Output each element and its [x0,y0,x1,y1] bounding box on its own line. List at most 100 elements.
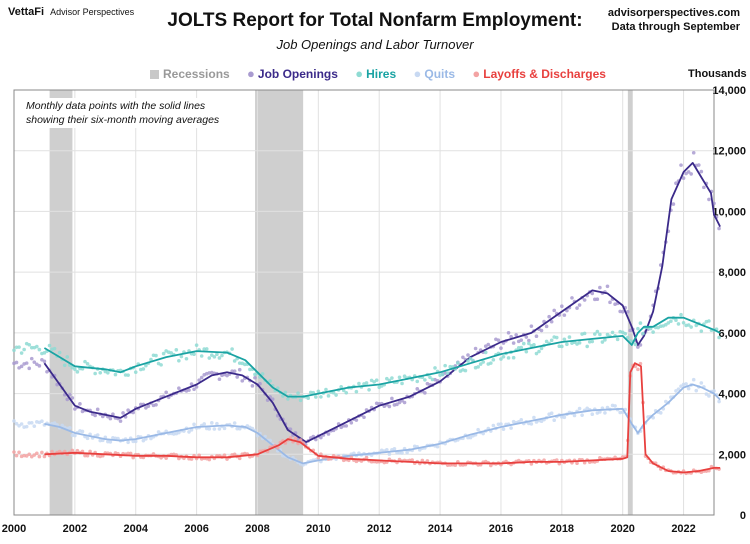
data-point [298,398,303,403]
data-point [592,332,597,336]
data-point [22,347,26,352]
data-point [35,344,39,349]
x-tick-label: 2004 [123,523,148,535]
data-point [352,451,356,456]
data-point [204,347,209,351]
data-point [681,176,686,180]
data-point [633,342,638,347]
data-point [468,356,473,361]
data-point [24,454,29,458]
data-point [385,448,389,452]
x-tick-label: 2014 [428,523,453,535]
data-point [29,356,34,361]
data-point [75,370,80,374]
data-point [32,360,37,364]
moving-average-line [44,383,721,465]
data-point [476,365,480,369]
data-point [387,378,392,383]
data-point [73,367,77,372]
data-point [108,416,113,421]
data-point [598,332,602,337]
data-point [78,402,82,406]
data-point [499,357,503,361]
data-point [549,411,554,415]
data-point [126,408,130,412]
data-point [344,424,349,428]
data-point [210,353,214,357]
data-point [139,402,143,407]
data-point [164,390,168,395]
x-tick-label: 2016 [489,523,513,535]
chart-note: Monthly data points with the solid lines… [24,98,222,128]
data-point [410,458,414,462]
dot-icon: ● [413,66,422,81]
y-tick-label: 2,000 [718,449,746,461]
x-tick-label: 2018 [550,523,574,535]
data-point [253,375,257,380]
data-point [387,404,392,409]
data-point [62,363,67,368]
data-point [623,331,628,336]
data-point [14,453,19,458]
data-point [199,354,204,358]
data-point [144,406,148,410]
recession-band [627,90,633,515]
data-point [395,402,399,407]
data-point [483,350,488,355]
data-point [585,344,589,349]
plot-frame [13,89,715,516]
data-point [113,372,118,377]
data-point [638,361,643,366]
data-point [75,448,80,453]
data-point [514,333,518,337]
data-point [554,335,559,340]
x-tick-label: 2012 [367,523,391,535]
data-point [506,356,511,360]
data-point [197,378,201,382]
data-point [85,362,90,366]
legend-layoffs: ● Layoffs & Discharges [472,66,606,81]
data-point [232,452,237,457]
data-point [199,375,204,380]
data-point [529,422,534,426]
data-point [232,369,237,373]
data-point [177,386,181,391]
data-point [509,426,513,430]
data-point [192,422,196,427]
data-point [605,332,610,337]
data-point [481,360,486,364]
data-point [357,381,361,386]
data-point [699,329,704,333]
data-point [367,387,371,392]
data-point [314,395,318,399]
data-point [501,354,506,359]
legend-hires: ● Hires [355,66,397,81]
data-point [390,396,394,401]
data-point [73,433,77,438]
data-point [159,363,163,367]
data-point [694,388,699,393]
data-point [699,169,704,174]
data-point [562,313,567,317]
legend-quits: ● Quits [413,66,456,81]
data-point [70,396,75,400]
data-point [133,439,138,444]
data-point [131,455,136,460]
data-point [232,359,237,363]
data-point [674,389,678,393]
data-point [674,318,678,323]
data-point [144,363,148,368]
data-point [509,334,513,339]
vettafi-logo: VettaFi Advisor Perspectives [8,6,134,18]
x-tick-label: 2010 [306,523,330,535]
data-point [696,163,701,167]
data-point [67,392,72,397]
data-point [118,419,123,423]
data-point [215,352,219,357]
data-point [582,331,587,336]
data-point [592,297,597,302]
data-point [27,366,32,371]
data-point [560,304,564,309]
data-point [83,453,87,458]
data-point [354,418,359,422]
